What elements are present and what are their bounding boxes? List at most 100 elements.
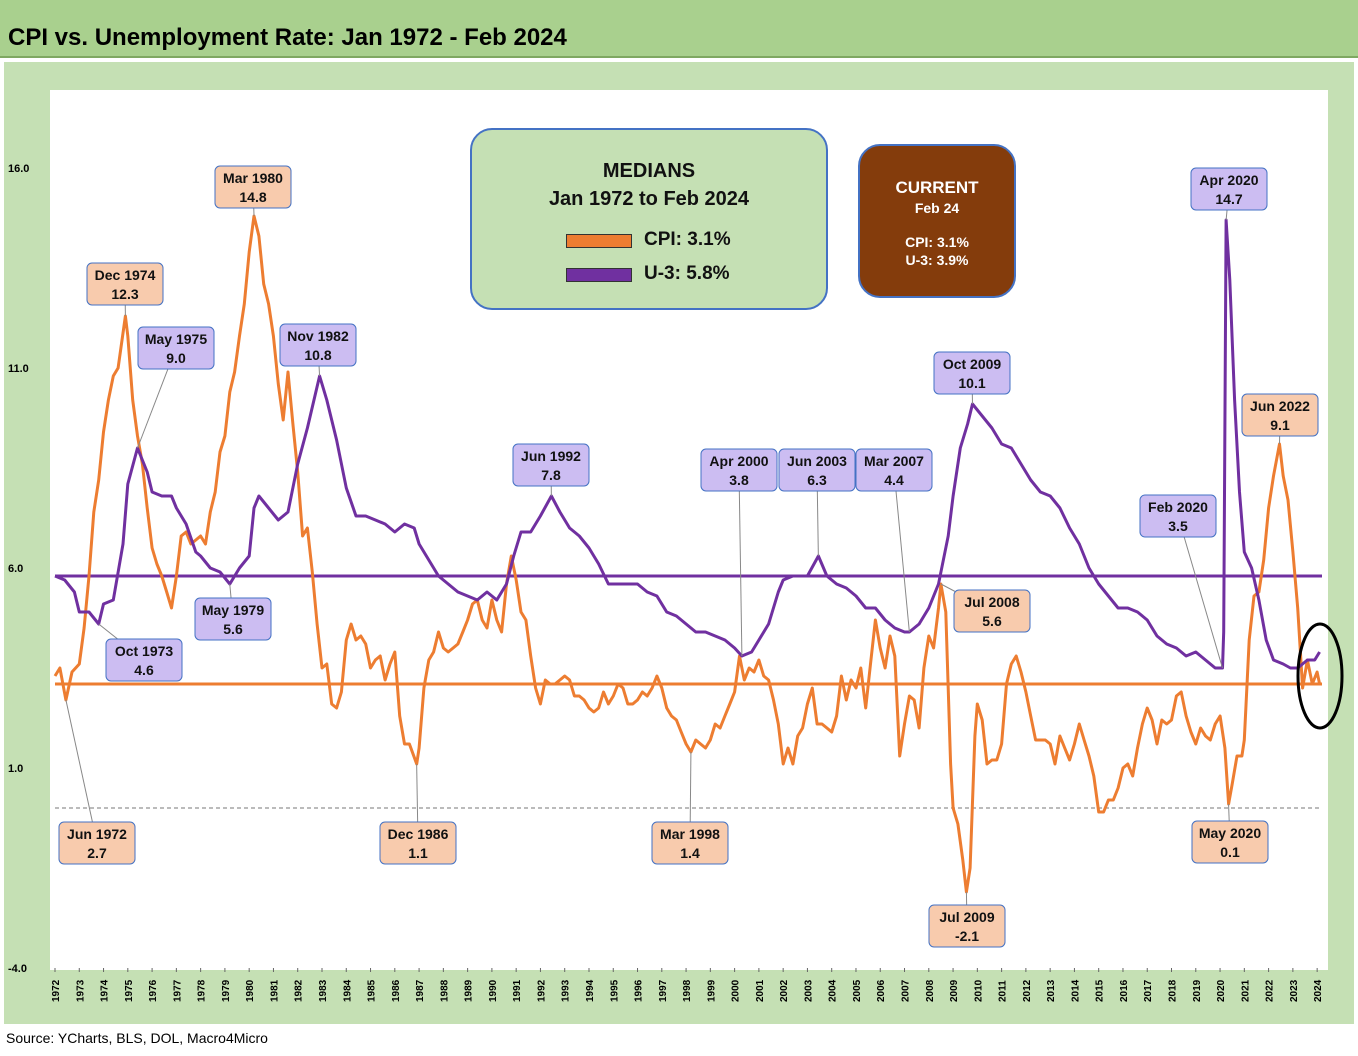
- callout-value: 1.4: [680, 845, 700, 861]
- callout-box: [928, 904, 1006, 948]
- callout-box: [512, 443, 590, 487]
- x-tick-label: 2007: [901, 979, 912, 1002]
- x-tick-label: 1997: [658, 979, 669, 1002]
- callout-label: Dec 1974: [95, 267, 156, 283]
- callout-value: 5.6: [982, 613, 1002, 629]
- callout-label: Jun 2003: [787, 453, 847, 469]
- callout-label: May 2020: [1199, 825, 1261, 841]
- x-tick-label: 2004: [828, 979, 839, 1002]
- callout-value: 7.8: [541, 467, 561, 483]
- u3-series-line: [54, 218, 1321, 670]
- callout-leader: [1177, 515, 1223, 669]
- x-tick-label: 2003: [803, 979, 814, 1002]
- x-tick-label: 1982: [294, 979, 305, 1002]
- chart-title: CPI vs. Unemployment Rate: Jan 1972 - Fe…: [8, 24, 567, 51]
- callout-value: 2.7: [87, 845, 107, 861]
- x-tick-label: 2022: [1265, 979, 1276, 1002]
- x-tick-label: 1984: [342, 979, 353, 1002]
- callout-box: [214, 165, 292, 209]
- callout-label: Jul 2009: [939, 909, 994, 925]
- x-tick-label: 2002: [779, 979, 790, 1002]
- callout-value: 6.3: [807, 472, 827, 488]
- callout-value: 3.5: [1168, 518, 1188, 534]
- x-tick-label: 1980: [245, 979, 256, 1002]
- y-tick-label: 16.0: [8, 163, 29, 175]
- callout-label: Jun 1992: [521, 448, 581, 464]
- callout-box: [1139, 494, 1217, 538]
- x-tick-label: 2014: [1070, 979, 1081, 1002]
- u3-legend-label: U-3: 5.8%: [644, 263, 730, 284]
- callout-box: [279, 323, 357, 367]
- callout-box: [105, 638, 183, 682]
- callout-value: 3.8: [729, 472, 749, 488]
- x-tick-label: 2017: [1143, 979, 1154, 1002]
- callout-label: Oct 2009: [943, 356, 1002, 372]
- callout-label: Nov 1982: [287, 328, 349, 344]
- x-tick-label: 2019: [1192, 979, 1203, 1002]
- x-tick-label: 1988: [439, 979, 450, 1002]
- callout-box: [1190, 167, 1268, 211]
- callout-label: Jun 2022: [1250, 398, 1310, 414]
- x-tick-label: 2018: [1168, 979, 1179, 1002]
- callout-box: [379, 821, 457, 865]
- cpi-legend-label: CPI: 3.1%: [644, 229, 731, 250]
- current-date: Feb 24: [914, 200, 960, 216]
- x-tick-label: 2015: [1095, 979, 1106, 1002]
- current-title: CURRENT: [895, 178, 979, 197]
- callout-box: [137, 326, 215, 370]
- x-tick-label: 2012: [1022, 979, 1033, 1002]
- x-tick-label: 1993: [561, 979, 572, 1002]
- x-tick-label: 2024: [1313, 979, 1324, 1002]
- callout-box: [86, 262, 164, 306]
- callout-value: 10.1: [958, 375, 985, 391]
- callout-label: Mar 1998: [660, 826, 720, 842]
- x-tick-label: 2021: [1240, 979, 1251, 1002]
- callout-value: 5.6: [223, 621, 243, 637]
- x-tick-label: 1985: [367, 979, 378, 1002]
- callout-value: 10.8: [304, 347, 331, 363]
- callout-box: [953, 589, 1031, 633]
- callout-leader: [893, 469, 910, 633]
- callout-value: 4.6: [134, 662, 154, 678]
- x-tick-label: 2000: [731, 979, 742, 1002]
- callout-label: Jun 1972: [67, 826, 127, 842]
- callout-leader: [65, 699, 98, 844]
- callout-label: Apr 2020: [1199, 172, 1258, 188]
- callout-value: 14.7: [1215, 191, 1242, 207]
- x-tick-label: 2008: [925, 979, 936, 1002]
- callout-value: 4.4: [884, 472, 904, 488]
- callout-label: Dec 1986: [388, 826, 449, 842]
- x-tick-label: 1991: [512, 979, 523, 1002]
- x-tick-label: 1994: [585, 979, 596, 1002]
- x-tick-label: 2009: [949, 979, 960, 1002]
- callout-label: May 1979: [202, 602, 264, 618]
- x-tick-label: 1976: [148, 979, 159, 1002]
- source-note: Source: YCharts, BLS, DOL, Macro4Micro: [6, 1030, 268, 1046]
- medians-box: MEDIANS Jan 1972 to Feb 2024 CPI: 3.1% U…: [470, 128, 828, 310]
- callout-label: Apr 2000: [709, 453, 768, 469]
- x-tick-label: 2011: [998, 980, 1009, 1002]
- x-tick-label: 2016: [1119, 979, 1130, 1002]
- cpi-legend-swatch: [566, 234, 632, 248]
- callout-box: [700, 448, 778, 492]
- x-tick-label: 2023: [1289, 979, 1300, 1002]
- callout-box: [778, 448, 856, 492]
- x-tick-label: 1977: [172, 979, 183, 1002]
- x-tick-label: 1992: [536, 979, 547, 1002]
- x-tick-label: 2013: [1046, 979, 1057, 1002]
- x-tick-label: 1983: [318, 979, 329, 1002]
- x-tick-label: 1995: [609, 979, 620, 1002]
- x-tick-label: 1978: [197, 979, 208, 1002]
- callout-box: [194, 597, 272, 641]
- x-tick-label: 1973: [75, 979, 86, 1002]
- x-tick-label: 1998: [682, 979, 693, 1002]
- callout-value: -2.1: [955, 928, 979, 944]
- callout-value: 1.1: [408, 845, 428, 861]
- y-tick-label: 1.0: [8, 763, 23, 775]
- callout-value: 12.3: [111, 286, 138, 302]
- callout-box: [1241, 393, 1319, 437]
- callout-label: Feb 2020: [1148, 499, 1208, 515]
- callout-box: [58, 821, 136, 865]
- callout-value: 0.1: [1220, 844, 1240, 860]
